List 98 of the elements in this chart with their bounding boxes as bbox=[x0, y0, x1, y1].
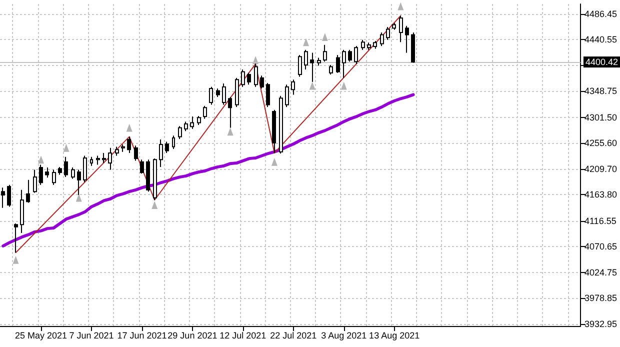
point bbox=[340, 82, 347, 90]
candlestick bbox=[190, 116, 194, 130]
y-tick-label: 4209.70 bbox=[584, 164, 618, 174]
x-tick-label: 13 Aug 2021 bbox=[369, 330, 420, 340]
candlestick bbox=[222, 83, 226, 106]
x-tick-label: 3 Aug 2021 bbox=[321, 330, 367, 340]
candlestick bbox=[209, 86, 213, 106]
y-tick-label: 4070.65 bbox=[584, 242, 618, 252]
candlestick bbox=[33, 169, 37, 194]
point bbox=[63, 144, 70, 152]
candlestick bbox=[373, 40, 377, 50]
candlestick bbox=[102, 152, 106, 164]
candlestick bbox=[367, 42, 371, 50]
y-tick-label: 4486.45 bbox=[584, 8, 618, 19]
candlestick bbox=[45, 167, 49, 178]
candlestick bbox=[96, 155, 100, 166]
y-tick-label: 4024.75 bbox=[584, 267, 618, 278]
candlestick bbox=[405, 25, 409, 54]
candlestick bbox=[247, 72, 251, 86]
candlestick bbox=[411, 32, 415, 64]
candlestick bbox=[392, 22, 396, 30]
candlestick bbox=[279, 95, 283, 154]
candlestick bbox=[178, 126, 182, 140]
point bbox=[309, 82, 316, 90]
candlestick bbox=[172, 135, 175, 150]
candlestick bbox=[260, 75, 264, 90]
candlestick bbox=[14, 223, 18, 254]
x-tick-label: 22 Jul 2021 bbox=[270, 330, 317, 340]
candlestick bbox=[26, 179, 30, 204]
candlestick bbox=[64, 156, 68, 178]
point bbox=[12, 256, 19, 264]
point bbox=[38, 156, 44, 164]
candlestick bbox=[291, 79, 295, 96]
y-tick-label: 4163.80 bbox=[584, 190, 618, 200]
candlestick bbox=[317, 57, 321, 66]
y-tick-label: 4301.50 bbox=[584, 112, 618, 122]
candlestick bbox=[108, 147, 112, 170]
point bbox=[227, 128, 234, 136]
line-series bbox=[2, 93, 415, 248]
x-tick-label: 17 Jun 2021 bbox=[117, 330, 167, 340]
line-series bbox=[15, 15, 402, 254]
candlestick bbox=[266, 82, 270, 108]
candlestick bbox=[241, 69, 245, 88]
y-tick-label: 4440.55 bbox=[584, 34, 618, 45]
candlestick bbox=[83, 155, 87, 183]
point bbox=[126, 124, 132, 132]
candlestick bbox=[90, 156, 93, 166]
x-tick-label: 7 Jun 2021 bbox=[69, 330, 114, 340]
point bbox=[152, 201, 158, 210]
y-tick-label: 3978.85 bbox=[584, 293, 618, 304]
y-tick-label: 4116.55 bbox=[584, 216, 616, 226]
candlestick bbox=[197, 116, 201, 126]
x-tick-label: 25 May 2021 bbox=[14, 330, 68, 340]
candlestick bbox=[184, 121, 188, 132]
candlestick bbox=[298, 54, 302, 78]
point bbox=[322, 33, 328, 42]
ref-line-label: 4400.42 bbox=[585, 57, 618, 68]
candlestick bbox=[386, 26, 390, 40]
candlestick bbox=[165, 141, 169, 154]
candlestick bbox=[361, 39, 365, 50]
y-tick-label: 3932.95 bbox=[584, 318, 618, 329]
candlestick bbox=[329, 64, 333, 76]
candlestick bbox=[140, 159, 144, 174]
candlestick bbox=[121, 144, 125, 152]
point bbox=[271, 158, 278, 166]
point bbox=[303, 38, 310, 46]
candlestick bbox=[39, 164, 43, 186]
candlestick bbox=[216, 88, 220, 98]
candlestick bbox=[7, 184, 11, 208]
candlestick bbox=[20, 189, 24, 234]
candlestick bbox=[127, 136, 131, 154]
candlestick bbox=[115, 146, 119, 156]
candlestick bbox=[348, 49, 352, 62]
candlestick bbox=[380, 32, 384, 46]
candlestick bbox=[336, 54, 340, 74]
candlestick bbox=[58, 166, 62, 176]
y-tick-label: 4255.60 bbox=[584, 138, 618, 148]
candlestick bbox=[159, 139, 163, 168]
candlestick bbox=[323, 44, 327, 62]
candlestick bbox=[134, 145, 138, 162]
candlestick bbox=[153, 158, 157, 200]
candlestick bbox=[304, 49, 308, 70]
candlestick bbox=[342, 49, 346, 78]
candlestick bbox=[71, 167, 75, 180]
point bbox=[398, 2, 404, 10]
candlestick bbox=[146, 159, 150, 192]
x-tick-label: 12 Jul 2021 bbox=[220, 330, 266, 340]
x-tick-label: 29 Jun 2021 bbox=[168, 330, 218, 340]
candlestick bbox=[399, 15, 403, 43]
point bbox=[76, 194, 82, 202]
candlestick bbox=[272, 109, 276, 154]
candlestick bbox=[52, 169, 56, 186]
candlestick bbox=[354, 46, 358, 64]
candlestick bbox=[235, 77, 239, 108]
candlestick bbox=[203, 105, 207, 120]
candlestick bbox=[1, 187, 5, 208]
candlestick bbox=[285, 84, 289, 108]
y-tick-label: 4348.75 bbox=[584, 86, 618, 96]
